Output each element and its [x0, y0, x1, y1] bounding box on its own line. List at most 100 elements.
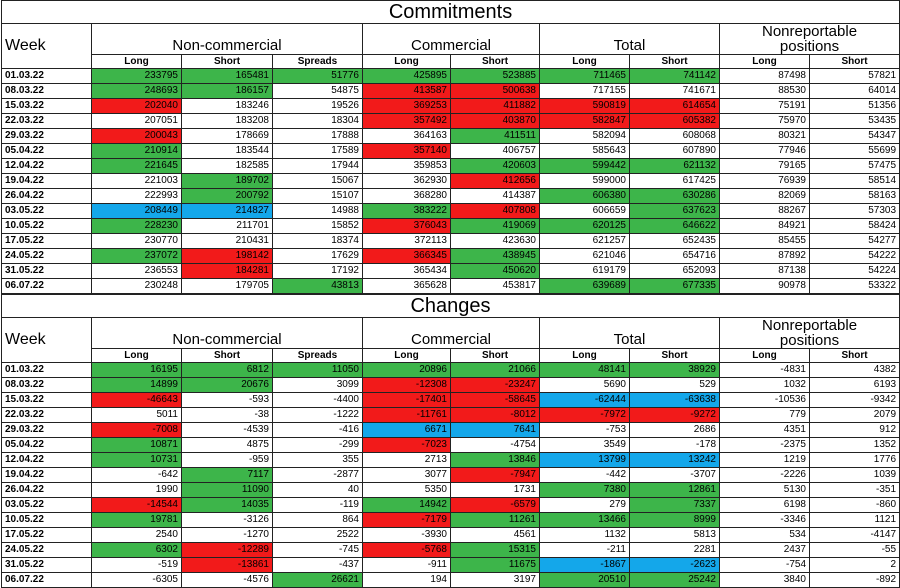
commercial-long-cell: 359853 [362, 158, 451, 174]
total-long-cell: -62444 [539, 392, 630, 408]
noncommercial-short-cell: 189702 [181, 173, 273, 189]
nonreportable-long-cell: -3346 [719, 512, 810, 528]
noncommercial-short-cell: -3126 [181, 512, 273, 528]
total-long-cell: 582847 [539, 113, 630, 129]
commercial-long-cell: 365628 [362, 278, 451, 294]
week-cell: 05.04.22 [1, 437, 92, 453]
noncommercial-short-cell: 183208 [181, 113, 273, 129]
nonreportable-header-line1: Nonreportable [761, 23, 858, 40]
commercial-short-cell: 438945 [450, 248, 540, 264]
commercial-short-cell: 411511 [450, 128, 540, 144]
noncommercial-short-header: Short [181, 54, 273, 69]
noncommercial-long-cell: 233795 [91, 68, 182, 84]
commercial-long-cell: 369253 [362, 98, 451, 114]
total-long-cell: 279 [539, 497, 630, 513]
table-row: 08.03.22 248693 186157 54875 413587 500638 717… [1, 83, 900, 99]
noncommercial-short-cell: 6812 [181, 362, 273, 378]
nonreportable-long-cell: 75191 [719, 98, 810, 114]
commercial-short-cell: 403870 [450, 113, 540, 129]
week-cell: 10.05.22 [1, 512, 92, 528]
commercial-short-cell: 3197 [450, 572, 540, 588]
table-row: 06.07.22 -6305 -4576 26621 194 3197 20510 25242… [1, 572, 900, 588]
commercial-short-cell: 21066 [450, 362, 540, 378]
nonreportable-short-cell: 1776 [808, 452, 900, 468]
commercial-short-cell: 500638 [450, 83, 540, 99]
noncommercial-long-cell: 230248 [91, 278, 182, 294]
noncommercial-long-cell: 228230 [91, 218, 182, 234]
total-long-header: Long [539, 54, 630, 69]
commercial-long-cell: 372113 [362, 233, 451, 249]
noncommercial-spreads-cell: -416 [272, 422, 363, 438]
week-cell: 22.03.22 [1, 113, 92, 129]
commercial-short-cell: 13846 [450, 452, 540, 468]
total-short-cell: 25242 [629, 572, 720, 588]
total-short-cell: 607890 [629, 143, 720, 159]
changes-section-title: Changes [0, 294, 900, 318]
noncommercial-spreads-cell: -2877 [272, 467, 363, 483]
nonreportable-long-cell: 779 [719, 407, 810, 423]
noncommercial-short-cell: -38 [181, 407, 273, 423]
table-row: 29.03.22 200043 178669 17888 364163 411511 582… [1, 128, 900, 144]
noncommercial-spreads-cell: -299 [272, 437, 363, 453]
noncommercial-long-cell: 237072 [91, 248, 182, 264]
commercial-long-cell: -17401 [362, 392, 451, 408]
nonreportable-short-cell: 1352 [808, 437, 900, 453]
commercial-short-cell: 423630 [450, 233, 540, 249]
table-row: 19.04.22 -642 7117 -2877 3077 -7947 -442 -3707-… [1, 467, 900, 483]
commercial-short-cell: 419069 [450, 218, 540, 234]
noncommercial-spreads-cell: 14988 [272, 203, 363, 219]
commercial-long-cell: 368280 [362, 188, 451, 204]
commercial-short-cell: 412656 [450, 173, 540, 189]
commercial-short-cell: 414387 [450, 188, 540, 204]
table-row: 08.03.22 14899 20676 3099 -12308 -23247 5690 52… [1, 377, 900, 393]
total-short-cell: 630286 [629, 188, 720, 204]
nonreportable-short-cell: -55 [808, 542, 900, 558]
noncommercial-spreads-cell: 54875 [272, 83, 363, 99]
nonreportable-short-cell: 58424 [808, 218, 900, 234]
commercial-long-cell: -7179 [362, 512, 451, 528]
noncommercial-short-cell: -4539 [181, 422, 273, 438]
noncommercial-long-cell: 221003 [91, 173, 182, 189]
total-short-cell: 38929 [629, 362, 720, 378]
total-short-cell: 652435 [629, 233, 720, 249]
noncommercial-spreads-cell: 2522 [272, 527, 363, 543]
nonreportable-header-line2: positions [779, 332, 840, 349]
commercial-short-cell: 15315 [450, 542, 540, 558]
nonreportable-long-cell: 5130 [719, 482, 810, 498]
week-cell: 05.04.22 [1, 143, 92, 159]
nonreportable-header-line2: positions [779, 38, 840, 55]
noncommercial-spreads-cell: 17589 [272, 143, 363, 159]
commitments-section-title: Commitments [0, 0, 900, 24]
total-short-header: Short [629, 348, 720, 363]
table-row: 24.05.22 237072 198142 17629 366345 438945 621… [1, 248, 900, 264]
nonreportable-header: Nonreportable positions [718, 317, 900, 349]
noncommercial-short-cell: -12289 [181, 542, 273, 558]
nonreportable-long-header: Long [719, 348, 810, 363]
total-short-cell: 741671 [629, 83, 720, 99]
week-cell: 24.05.22 [1, 542, 92, 558]
week-cell: 12.04.22 [1, 452, 92, 468]
total-long-cell: 621257 [539, 233, 630, 249]
noncommercial-short-cell: 20676 [181, 377, 273, 393]
total-long-cell: 3549 [539, 437, 630, 453]
total-long-cell: 717155 [539, 83, 630, 99]
nonreportable-short-cell: 53435 [808, 113, 900, 129]
week-cell: 29.03.22 [1, 422, 92, 438]
total-short-cell: 529 [629, 377, 720, 393]
commercial-short-cell: 450620 [450, 263, 540, 279]
total-long-cell: 13799 [539, 452, 630, 468]
total-short-cell: 677335 [629, 278, 720, 294]
nonreportable-long-cell: -754 [719, 557, 810, 573]
total-long-cell: 590819 [539, 98, 630, 114]
noncommercial-spreads-cell: -1222 [272, 407, 363, 423]
commercial-short-cell: 406757 [450, 143, 540, 159]
nonreportable-short-cell: 51356 [808, 98, 900, 114]
table-row: 01.03.22 233795 165481 51776 425895 523885 711… [1, 68, 900, 84]
noncommercial-spreads-cell: 355 [272, 452, 363, 468]
nonreportable-short-cell: 57303 [808, 203, 900, 219]
noncommercial-spreads-cell: 19526 [272, 98, 363, 114]
week-cell: 19.04.22 [1, 467, 92, 483]
noncommercial-spreads-cell: -437 [272, 557, 363, 573]
noncommercial-spreads-cell: -119 [272, 497, 363, 513]
noncommercial-long-cell: 202040 [91, 98, 182, 114]
